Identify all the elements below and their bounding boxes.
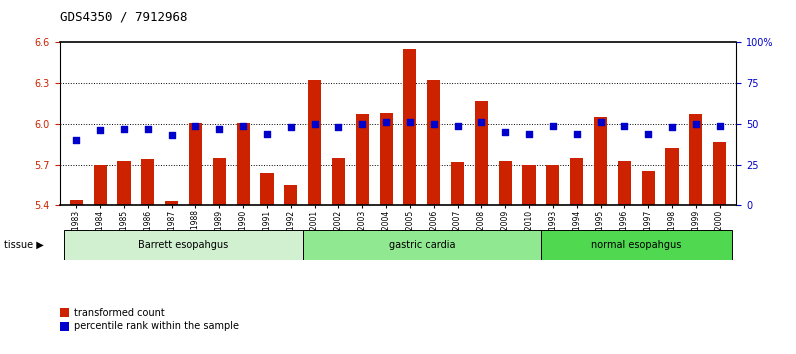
Text: transformed count: transformed count <box>74 308 165 318</box>
Bar <box>522 165 536 205</box>
Point <box>427 121 440 127</box>
Bar <box>427 80 440 205</box>
Bar <box>689 114 702 205</box>
Bar <box>546 165 560 205</box>
Bar <box>118 161 131 205</box>
Text: normal esopahgus: normal esopahgus <box>591 240 681 250</box>
Bar <box>302 230 541 260</box>
Bar <box>356 114 369 205</box>
Bar <box>189 122 202 205</box>
Point <box>332 124 345 130</box>
Bar <box>570 158 583 205</box>
Point <box>308 121 321 127</box>
Bar <box>498 161 512 205</box>
Point <box>499 129 512 135</box>
Bar <box>284 185 298 205</box>
Bar <box>475 101 488 205</box>
Text: GDS4350 / 7912968: GDS4350 / 7912968 <box>60 11 187 24</box>
Bar <box>260 173 274 205</box>
Bar <box>380 113 392 205</box>
Bar <box>142 159 154 205</box>
Bar <box>64 230 302 260</box>
Point <box>523 131 536 137</box>
Point <box>451 123 464 129</box>
Bar <box>70 200 83 205</box>
Bar <box>404 49 416 205</box>
Point <box>356 121 369 127</box>
Point <box>142 126 154 132</box>
Bar <box>165 201 178 205</box>
Bar <box>642 171 654 205</box>
Point <box>618 123 630 129</box>
Text: percentile rank within the sample: percentile rank within the sample <box>74 321 239 331</box>
Bar <box>618 161 631 205</box>
Point <box>570 131 583 137</box>
Bar <box>541 230 732 260</box>
Point <box>213 126 226 132</box>
Point <box>94 127 107 133</box>
Point <box>189 123 202 129</box>
Point <box>475 119 488 125</box>
Point <box>689 121 702 127</box>
Text: Barrett esopahgus: Barrett esopahgus <box>139 240 228 250</box>
Bar <box>594 117 607 205</box>
Point <box>118 126 131 132</box>
Point <box>284 124 297 130</box>
Bar <box>332 158 345 205</box>
Point <box>70 137 83 143</box>
Bar <box>213 158 226 205</box>
Text: tissue ▶: tissue ▶ <box>4 240 44 250</box>
Point <box>236 123 249 129</box>
Bar <box>94 165 107 205</box>
Point <box>166 132 178 138</box>
Point <box>594 119 607 125</box>
Point <box>260 131 273 137</box>
Point <box>547 123 560 129</box>
Point <box>380 119 392 125</box>
Point <box>665 124 678 130</box>
Point <box>404 119 416 125</box>
Bar <box>713 142 726 205</box>
Point <box>713 123 726 129</box>
Bar <box>451 162 464 205</box>
Bar <box>236 122 250 205</box>
Bar <box>665 148 678 205</box>
Point <box>642 131 654 137</box>
Bar <box>308 80 321 205</box>
Text: gastric cardia: gastric cardia <box>388 240 455 250</box>
